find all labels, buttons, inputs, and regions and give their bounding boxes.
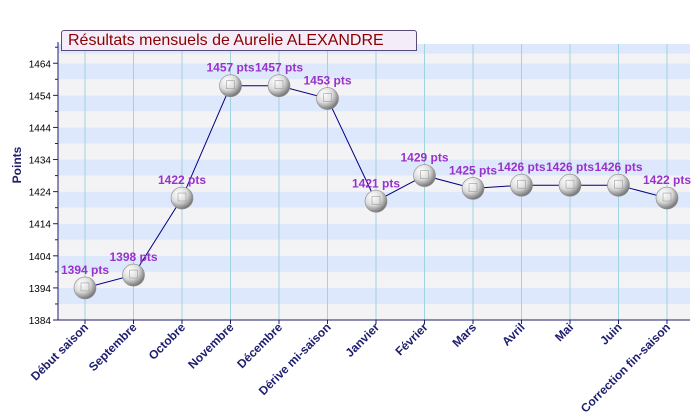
point-marker [122,263,145,287]
grid-band [58,53,690,64]
marker-emblem [129,269,138,279]
marker-emblem [420,170,429,179]
grid-band [58,111,690,128]
data-label: 1426 pts [546,160,594,174]
point-marker [170,186,194,210]
marker-emblem [323,93,332,102]
data-point [170,186,194,210]
grid-band [58,287,690,304]
x-tick-label: Mars [449,320,479,350]
x-tick-label: Juin [597,320,624,347]
point-marker [316,87,339,110]
data-label: 1429 pts [400,151,448,165]
grid-band [58,207,690,224]
grid-band [58,303,690,320]
y-tick-label: 1434 [29,156,52,167]
marker-emblem [226,80,235,90]
y-tick-label: 1444 [29,123,52,134]
point-marker [558,173,582,197]
x-tick-label: Novembre [185,320,237,372]
y-tick-label: 1404 [29,252,52,263]
grid-band [58,271,690,288]
data-label: 1398 pts [109,250,157,264]
y-tick-label: 1424 [29,188,52,199]
grid-band [58,79,690,96]
y-tick-label: 1414 [29,220,52,231]
data-label: 1425 pts [449,163,497,177]
x-tick-label: Janvier [343,320,383,360]
point-marker [413,164,436,187]
y-tick-label: 1454 [29,91,52,102]
point-marker [461,177,485,200]
grid-band [58,127,690,144]
grid-band [58,63,690,80]
grid-band [58,143,690,160]
point-marker [655,186,679,210]
x-tick-label: Avril [499,320,527,348]
point-marker [364,189,388,213]
data-point [316,87,339,110]
grid-band [58,159,690,176]
data-point [607,173,630,197]
marker-emblem [517,179,526,189]
y-axis-label: Points [10,146,24,184]
x-tick-label: Début saison [28,320,91,383]
data-label: 1394 pts [61,263,109,277]
data-point [558,173,582,197]
data-label: 1426 pts [594,160,642,174]
point-marker [607,173,630,197]
data-point [510,173,533,197]
data-point [364,189,388,213]
chart-title: Résultats mensuels de Aurelie ALEXANDRE [61,30,417,51]
data-point [267,74,291,98]
marker-emblem [371,195,381,205]
marker-emblem [662,192,672,202]
marker-emblem [274,80,284,90]
grid-band [58,239,690,256]
data-point [413,164,436,187]
y-tick-label: 1394 [29,284,52,295]
data-label: 1457 pts [206,61,254,75]
x-tick-label: Décembre [234,320,285,371]
x-tick-label: Mai [552,320,576,344]
grid-band [58,95,690,112]
data-point [655,186,679,210]
point-marker [73,276,97,300]
marker-emblem [565,179,575,189]
data-label: 1453 pts [303,74,351,88]
data-label: 1457 pts [255,61,303,75]
data-point [461,177,485,200]
data-label: 1422 pts [643,173,691,187]
point-marker [219,74,242,98]
y-tick-label: 1384 [29,316,52,327]
grid-band [58,255,690,272]
x-tick-label: Correction fin-saison [578,320,673,415]
marker-emblem [468,183,478,192]
data-label: 1422 pts [158,173,206,187]
point-marker [267,74,291,98]
grid-band [58,223,690,240]
y-tick-label: 1464 [29,59,52,70]
data-label: 1421 pts [352,176,400,190]
data-label: 1426 pts [497,160,545,174]
marker-emblem [80,282,90,292]
data-point [219,74,242,98]
x-tick-label: Février [392,320,430,358]
marker-emblem [177,192,187,202]
point-marker [510,173,533,197]
x-tick-label: Septembre [86,320,140,374]
marker-emblem [614,179,623,189]
x-tick-label: Octobre [146,320,189,363]
data-point [122,263,145,287]
data-point [73,276,97,300]
